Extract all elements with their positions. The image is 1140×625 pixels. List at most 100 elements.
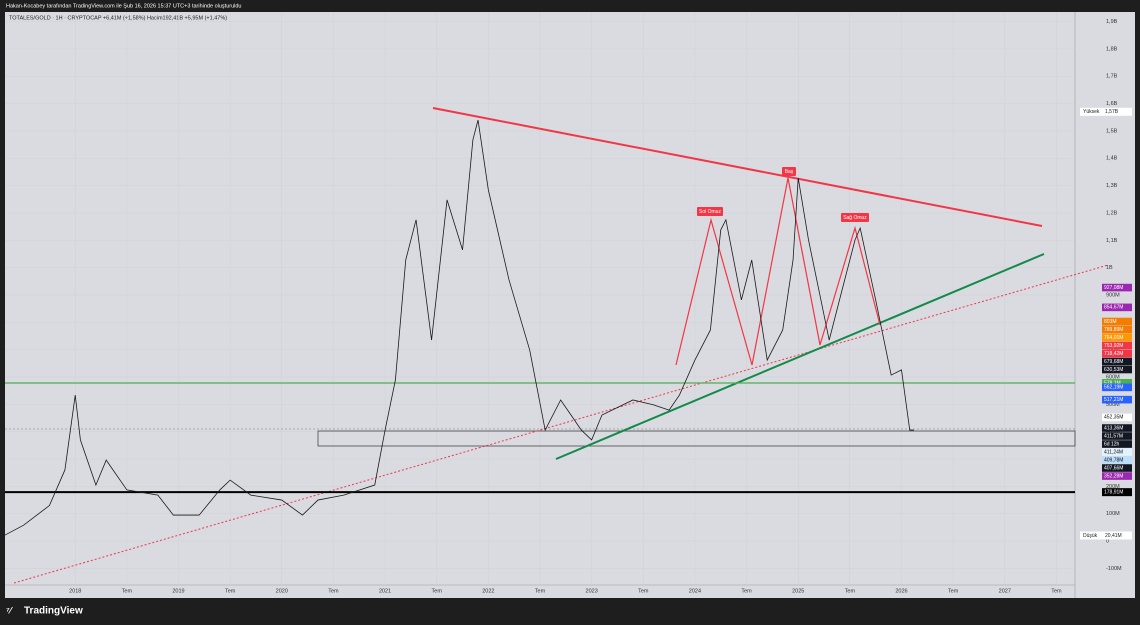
y-tick-label: 500M <box>1106 402 1120 408</box>
x-tick-label: Tem <box>1051 588 1062 594</box>
x-tick-label: Tem <box>432 588 443 594</box>
x-tick-label: 2020 <box>276 588 288 594</box>
annotation-box <box>782 167 796 176</box>
y-tick-label: 100M <box>1106 511 1120 517</box>
x-tick-label: 2025 <box>792 588 804 594</box>
high-label: 1,57B <box>1105 109 1119 115</box>
y-tick-label: 1,1B <box>1106 238 1118 244</box>
x-tick-label: 2018 <box>69 588 81 594</box>
symbol: TOTALES/GOLD · 1H · CRYPTOCAP +6,41M (+1… <box>9 15 227 21</box>
price-label: 517,21M <box>1104 397 1123 403</box>
price-label-box <box>1102 333 1132 342</box>
low-label: 20,41M <box>1105 533 1122 539</box>
grid <box>5 12 1075 585</box>
price-label-box <box>1102 395 1132 404</box>
y-tick-label: -100M <box>1106 566 1122 572</box>
plot <box>4 119 1075 536</box>
zone <box>317 430 1076 447</box>
x-tick-label: 2019 <box>172 588 184 594</box>
brand-logo: ⁷⁄ <box>6 605 14 615</box>
high-name-box <box>1080 107 1102 116</box>
x-tick-label: Tem <box>741 588 752 594</box>
price-label-box <box>1102 317 1132 326</box>
annotation-box <box>841 213 869 222</box>
x-tick-label: 2022 <box>482 588 494 594</box>
x-tick-label: 2021 <box>379 588 391 594</box>
x-tick-label: Tem <box>535 588 546 594</box>
price-label-box <box>1102 365 1132 374</box>
head-shoulders <box>675 177 881 366</box>
price-label-box <box>1102 349 1132 358</box>
y-tick-label: 1,2B <box>1106 210 1118 216</box>
low-name-box <box>1080 531 1102 540</box>
y-tick-label: 0 <box>1106 539 1109 545</box>
price-label-box <box>1102 303 1132 312</box>
x-tick-label: 2024 <box>689 588 701 594</box>
price-label-box <box>1102 432 1132 440</box>
x-tick-label: 2027 <box>999 588 1011 594</box>
level-label: 578,1M <box>1104 380 1121 386</box>
price-label: 764,01M <box>1104 335 1123 341</box>
price-label-box <box>1102 413 1132 422</box>
annotation: Sol Omuz <box>699 209 721 215</box>
price-label-box <box>1102 341 1132 350</box>
price-label: 679,68M <box>1104 359 1123 365</box>
price-label: 789,89M <box>1104 327 1123 333</box>
y-tick-label: 200M <box>1106 484 1120 490</box>
chart-bg <box>5 12 1135 598</box>
price-label-box <box>1102 472 1132 480</box>
price-label: 452,35M <box>1104 415 1123 421</box>
price-label: 753,92M <box>1104 343 1123 349</box>
brand: TradingView <box>24 606 83 617</box>
price-label: 718,42M <box>1104 351 1123 357</box>
price-label: 413,36M <box>1104 425 1123 431</box>
high-box <box>1102 107 1132 116</box>
y-tick-label: 1,3B <box>1106 183 1118 189</box>
credit: Hakan-Kocabey tarafından TradingView.com… <box>6 3 241 9</box>
y-tick-label: 1,4B <box>1106 156 1118 162</box>
annotation: Sağ Omuz <box>843 215 867 221</box>
high-name: Yüksek <box>1083 109 1100 115</box>
price-label-box <box>1102 464 1132 472</box>
price-label-box <box>1102 448 1132 456</box>
y-tick-label: 400M <box>1106 429 1120 435</box>
level-box <box>1102 378 1132 387</box>
price-label-box <box>1102 456 1132 464</box>
y-tick-label: 1,5B <box>1106 128 1118 134</box>
price-label-box <box>1102 424 1132 432</box>
x-tick-label: 2023 <box>586 588 598 594</box>
price-label: 411,24M <box>1104 449 1123 455</box>
price-label: 854,67M <box>1104 305 1123 311</box>
price-label: 409,78M <box>1104 457 1123 463</box>
x-tick-label: Tem <box>845 588 856 594</box>
level-label: 178,91M <box>1104 489 1123 495</box>
y-tick-label: 900M <box>1106 292 1120 298</box>
y-tick-label: 1,8B <box>1106 46 1118 52</box>
price-line <box>4 119 914 536</box>
price-label-box <box>1102 383 1132 392</box>
countdown: 6d 12h <box>1104 441 1120 447</box>
price-label-box <box>1102 325 1132 334</box>
y-tick-label: 1,9B <box>1106 19 1118 25</box>
low-name: Düşük <box>1083 533 1098 539</box>
y-tick-label: 1B <box>1106 265 1113 271</box>
price-label: 927,08M <box>1104 285 1123 291</box>
resistance-trend <box>432 107 1043 227</box>
price-label-box <box>1102 357 1132 366</box>
y-tick-label: 1,6B <box>1106 101 1118 107</box>
y-tick-label: 1,7B <box>1106 74 1118 80</box>
x-tick-label: 2026 <box>895 588 907 594</box>
price-axis: 1,9B 1,8B 1,7B 1,6B 1,5B 1,4B 1,3B 1,2B 1,1B 1B 90… <box>69 19 1132 594</box>
x-tick-label: Tem <box>122 588 133 594</box>
price-label: 407,66M <box>1104 465 1123 471</box>
x-tick-label: Tem <box>638 588 649 594</box>
price-label: 352,28M <box>1104 473 1123 479</box>
price-label: 411,57M <box>1104 433 1123 439</box>
y-tick-label: 600M <box>1106 374 1120 380</box>
price-label: 630,53M <box>1104 367 1123 373</box>
support-trend <box>555 253 1045 460</box>
price-label-box <box>1102 283 1132 292</box>
countdown-box <box>1102 440 1132 448</box>
x-tick-label: Tem <box>225 588 236 594</box>
